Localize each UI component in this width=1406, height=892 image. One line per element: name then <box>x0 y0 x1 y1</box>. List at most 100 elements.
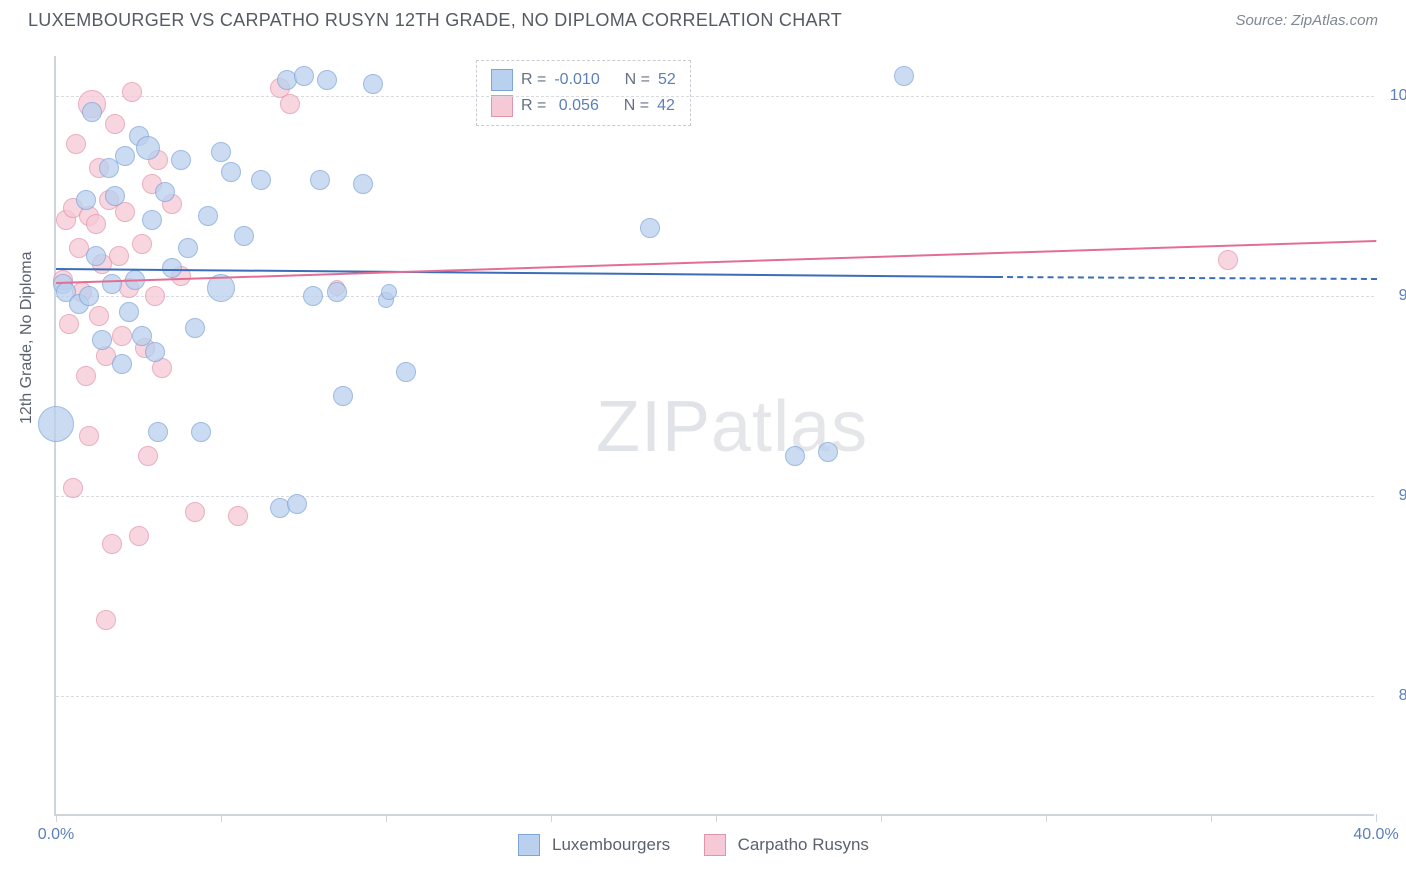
trendline-a-dash <box>996 276 1376 280</box>
x-tick <box>1046 814 1047 822</box>
scatter-point-b <box>102 534 122 554</box>
scatter-point-a <box>115 146 135 166</box>
scatter-point-a <box>310 170 330 190</box>
scatter-point-b <box>86 214 106 234</box>
scatter-point-a <box>251 170 271 190</box>
x-tick <box>1211 814 1212 822</box>
scatter-point-a <box>142 210 162 230</box>
x-tick <box>551 814 552 822</box>
scatter-point-a <box>145 342 165 362</box>
swatch-series-a <box>518 834 540 856</box>
gridline <box>56 696 1374 697</box>
y-tick-label: 85.0% <box>1382 687 1406 705</box>
y-axis-label: 12th Grade, No Diploma <box>18 251 36 424</box>
swatch-series-b <box>704 834 726 856</box>
n-value-a: 52 <box>658 67 676 93</box>
scatter-point-b <box>138 446 158 466</box>
scatter-point-a <box>294 66 314 86</box>
scatter-point-a <box>640 218 660 238</box>
scatter-point-a <box>178 238 198 258</box>
scatter-point-a <box>396 362 416 382</box>
scatter-point-a <box>327 282 347 302</box>
scatter-point-b <box>132 234 152 254</box>
r-value-a: -0.010 <box>554 67 599 93</box>
scatter-point-a <box>317 70 337 90</box>
x-tick-label: 0.0% <box>38 826 74 844</box>
scatter-plot: ZIPatlas R = -0.010 N = 52 R = 0.056 N =… <box>54 56 1374 816</box>
scatter-point-a <box>185 318 205 338</box>
scatter-point-b <box>105 114 125 134</box>
x-tick <box>1376 814 1377 822</box>
scatter-point-b <box>63 478 83 498</box>
watermark-bold: ZIP <box>596 387 711 467</box>
scatter-point-a <box>191 422 211 442</box>
scatter-point-b <box>109 246 129 266</box>
chart-title: LUXEMBOURGER VS CARPATHO RUSYN 12TH GRAD… <box>28 10 842 31</box>
scatter-point-b <box>185 502 205 522</box>
scatter-point-b <box>1218 250 1238 270</box>
scatter-point-a <box>211 142 231 162</box>
scatter-point-a <box>92 330 112 350</box>
scatter-point-a <box>353 174 373 194</box>
scatter-point-a <box>198 206 218 226</box>
scatter-point-b <box>79 426 99 446</box>
x-tick <box>881 814 882 822</box>
correlation-legend: R = -0.010 N = 52 R = 0.056 N = 42 <box>476 60 691 126</box>
scatter-point-b <box>59 314 79 334</box>
scatter-point-a <box>785 446 805 466</box>
scatter-point-a <box>234 226 254 246</box>
scatter-point-a <box>136 136 160 160</box>
x-tick <box>221 814 222 822</box>
x-tick-label: 40.0% <box>1353 826 1398 844</box>
n-label: N = <box>625 67 650 93</box>
scatter-point-b <box>66 134 86 154</box>
scatter-point-a <box>818 442 838 462</box>
chart-container: 12th Grade, No Diploma ZIPatlas R = -0.0… <box>28 44 1388 864</box>
r-label: R = <box>521 67 546 93</box>
source-label: Source: ZipAtlas.com <box>1235 12 1378 29</box>
scatter-point-a <box>76 190 96 210</box>
swatch-series-b <box>491 95 513 117</box>
scatter-point-a <box>303 286 323 306</box>
scatter-point-b <box>122 82 142 102</box>
scatter-point-b <box>96 610 116 630</box>
scatter-point-a <box>86 246 106 266</box>
x-tick <box>386 814 387 822</box>
scatter-point-b <box>228 506 248 526</box>
y-tick-label: 90.0% <box>1382 487 1406 505</box>
scatter-point-a <box>79 286 99 306</box>
swatch-series-a <box>491 69 513 91</box>
series-legend: Luxembourgers Carpatho Rusyns <box>518 834 869 856</box>
scatter-point-b <box>280 94 300 114</box>
scatter-point-a <box>119 302 139 322</box>
scatter-point-a <box>363 74 383 94</box>
scatter-point-a <box>82 102 102 122</box>
scatter-point-a <box>112 354 132 374</box>
y-tick-label: 100.0% <box>1382 87 1406 105</box>
scatter-point-a <box>381 284 397 300</box>
scatter-point-b <box>89 306 109 326</box>
legend-label-b: Carpatho Rusyns <box>738 835 869 855</box>
gridline <box>56 96 1374 97</box>
gridline <box>56 296 1374 297</box>
scatter-point-b <box>76 366 96 386</box>
scatter-point-a <box>38 406 74 442</box>
scatter-point-a <box>894 66 914 86</box>
legend-label-a: Luxembourgers <box>552 835 670 855</box>
legend-row-a: R = -0.010 N = 52 <box>491 67 676 93</box>
scatter-point-b <box>145 286 165 306</box>
scatter-point-a <box>148 422 168 442</box>
scatter-point-a <box>155 182 175 202</box>
r-value-b: 0.056 <box>559 97 599 114</box>
scatter-point-a <box>102 274 122 294</box>
title-bar: LUXEMBOURGER VS CARPATHO RUSYN 12TH GRAD… <box>0 0 1406 37</box>
y-tick-label: 95.0% <box>1382 287 1406 305</box>
gridline <box>56 496 1374 497</box>
scatter-point-a <box>171 150 191 170</box>
scatter-point-b <box>112 326 132 346</box>
x-tick <box>716 814 717 822</box>
scatter-point-b <box>129 526 149 546</box>
scatter-point-a <box>221 162 241 182</box>
scatter-point-a <box>105 186 125 206</box>
scatter-point-a <box>287 494 307 514</box>
